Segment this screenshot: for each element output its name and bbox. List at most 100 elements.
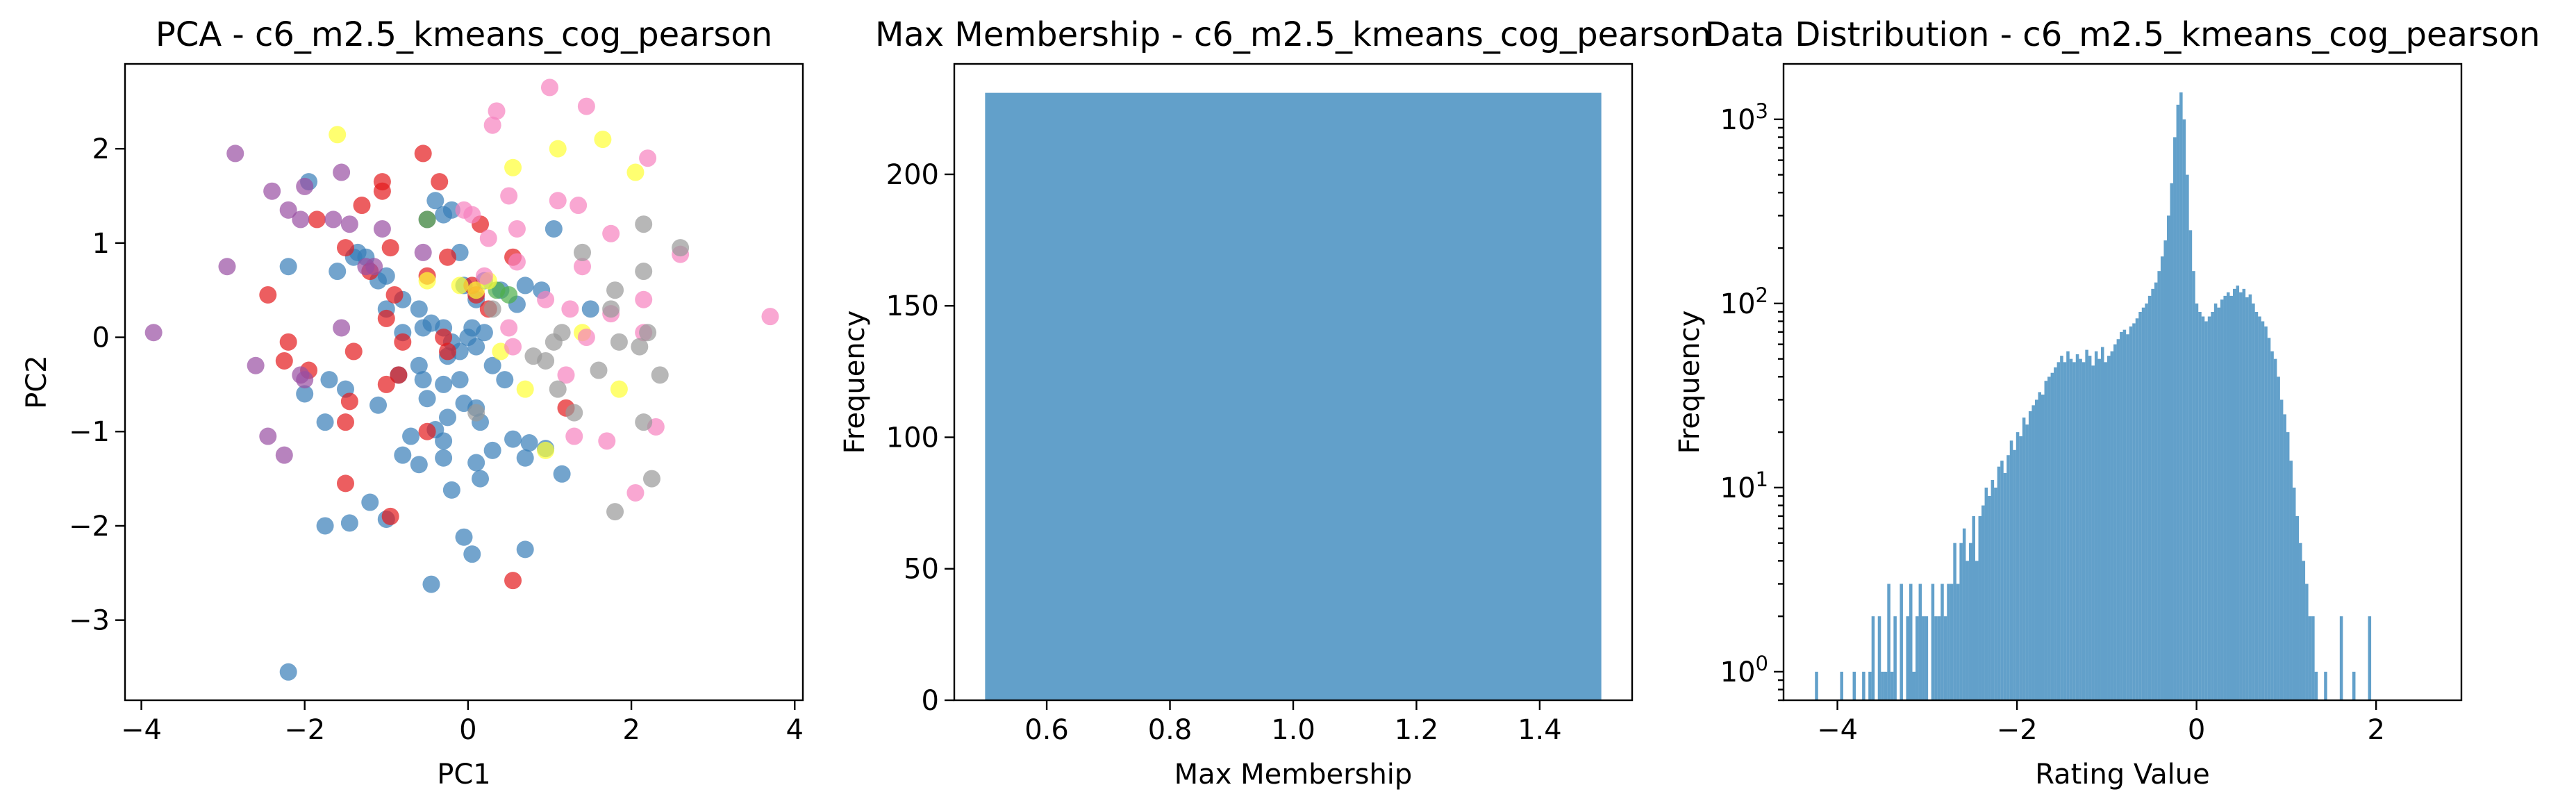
histogram-bar <box>2006 455 2010 700</box>
histogram-bar <box>2019 436 2022 700</box>
histogram-bar <box>1934 616 1938 700</box>
scatter-point <box>545 220 563 238</box>
histogram-bar <box>2352 671 2356 700</box>
scatter-point <box>467 454 485 472</box>
histogram-bar <box>1972 515 1975 700</box>
scatter-point <box>565 404 583 422</box>
scatter-point <box>435 329 453 347</box>
histogram-bar <box>1862 671 1865 700</box>
histogram-bar <box>2170 183 2174 700</box>
histogram-bar <box>1890 671 1894 700</box>
scatter-point <box>610 333 628 351</box>
histogram-bar <box>2245 297 2249 700</box>
histogram-bar <box>2220 299 2224 700</box>
histogram-bar <box>1959 543 1963 700</box>
scatter-point <box>483 116 501 134</box>
histogram-bar <box>2314 671 2318 700</box>
scatter-point <box>435 449 453 467</box>
histogram-bar <box>2302 561 2306 700</box>
histogram-bar <box>2126 334 2129 700</box>
histogram-bar <box>1997 466 2001 700</box>
scatter-point <box>577 329 595 347</box>
scatter-point <box>373 173 391 191</box>
scatter-point <box>340 514 358 532</box>
scatter-point <box>574 243 592 261</box>
scatter-point <box>761 308 779 326</box>
scatter-point <box>557 366 575 384</box>
scatter-point <box>606 281 624 299</box>
scatter-point <box>414 371 432 389</box>
histogram-bar <box>2173 137 2177 700</box>
histogram-bar <box>2079 358 2082 700</box>
histogram-bar <box>1868 671 1872 700</box>
distribution-y-tick-label: 101 <box>1720 468 1768 504</box>
scatter-point <box>385 286 404 304</box>
histogram-bar <box>2081 362 2086 700</box>
membership-histogram-panel: Max Membership - c6_m2.5_kmeans_cog_pear… <box>839 15 1711 791</box>
scatter-point <box>361 493 379 511</box>
scatter-point <box>410 300 428 318</box>
pca-y-tick-label: −1 <box>69 416 110 448</box>
distribution-title: Data Distribution - c6_m2.5_kmeans_cog_p… <box>1705 15 2541 54</box>
scatter-point <box>296 177 314 195</box>
histogram-bar <box>1877 616 1881 700</box>
scatter-point <box>479 229 497 247</box>
scatter-point <box>340 215 358 233</box>
scatter-point <box>504 158 522 176</box>
pca-x-tick-label: 0 <box>459 714 476 746</box>
scatter-point <box>442 201 460 219</box>
histogram-bar <box>2308 616 2312 700</box>
scatter-point <box>336 474 354 493</box>
scatter-point <box>590 361 608 379</box>
scatter-point <box>508 253 526 271</box>
histogram-bar <box>2009 440 2013 700</box>
scatter-point <box>553 324 571 342</box>
pca-y-tick-label: −3 <box>69 605 110 637</box>
histogram-bar <box>1925 616 1929 700</box>
scatter-point <box>340 392 358 411</box>
histogram-bar <box>2207 316 2211 700</box>
histogram-bar <box>1840 671 1843 700</box>
histogram-bar <box>2100 347 2104 700</box>
histogram-bar <box>2299 543 2302 700</box>
histogram-bar <box>1981 505 1985 700</box>
scatter-point <box>602 224 620 242</box>
membership-y-ticks: 0 50 100 150 200 <box>886 159 954 717</box>
scatter-point <box>602 300 620 318</box>
histogram-bar <box>2226 292 2230 700</box>
histogram-bar <box>2182 119 2186 700</box>
histogram-bar <box>2157 271 2161 700</box>
scatter-point <box>422 314 440 332</box>
scatter-point <box>496 371 514 389</box>
histogram-bar <box>1941 584 1944 700</box>
histogram-bar <box>2248 294 2252 700</box>
scatter-point <box>353 197 371 215</box>
scatter-point <box>275 352 293 370</box>
histogram-bar <box>1975 561 1979 700</box>
distribution-y-label: Frequency <box>1674 311 1706 454</box>
histogram-bar <box>2267 338 2271 700</box>
histogram-bar <box>2223 295 2227 700</box>
scatter-point <box>344 342 363 361</box>
pca-axes-frame <box>124 63 804 702</box>
histogram-bar <box>2311 616 2315 700</box>
pca-x-tick-label: −2 <box>284 714 325 746</box>
scatter-point <box>377 267 395 285</box>
scatter-point <box>451 371 469 389</box>
histogram-bar <box>2013 449 2016 700</box>
scatter-point <box>577 97 595 115</box>
scatter-point <box>438 248 456 266</box>
distribution-x-tick-label: −4 <box>1817 714 1858 746</box>
scatter-point <box>516 380 534 398</box>
histogram-bar <box>2229 295 2234 700</box>
histogram-bar <box>2242 288 2246 700</box>
scatter-point <box>610 380 628 398</box>
membership-y-tick-label: 200 <box>886 159 939 191</box>
histogram-bar <box>2050 372 2054 700</box>
histogram-bar <box>1916 616 1919 700</box>
scatter-point <box>296 385 314 403</box>
histogram-bar <box>2204 321 2208 700</box>
histogram-bar <box>2085 349 2088 700</box>
scatter-point <box>467 281 485 299</box>
scatter-point <box>422 575 440 593</box>
